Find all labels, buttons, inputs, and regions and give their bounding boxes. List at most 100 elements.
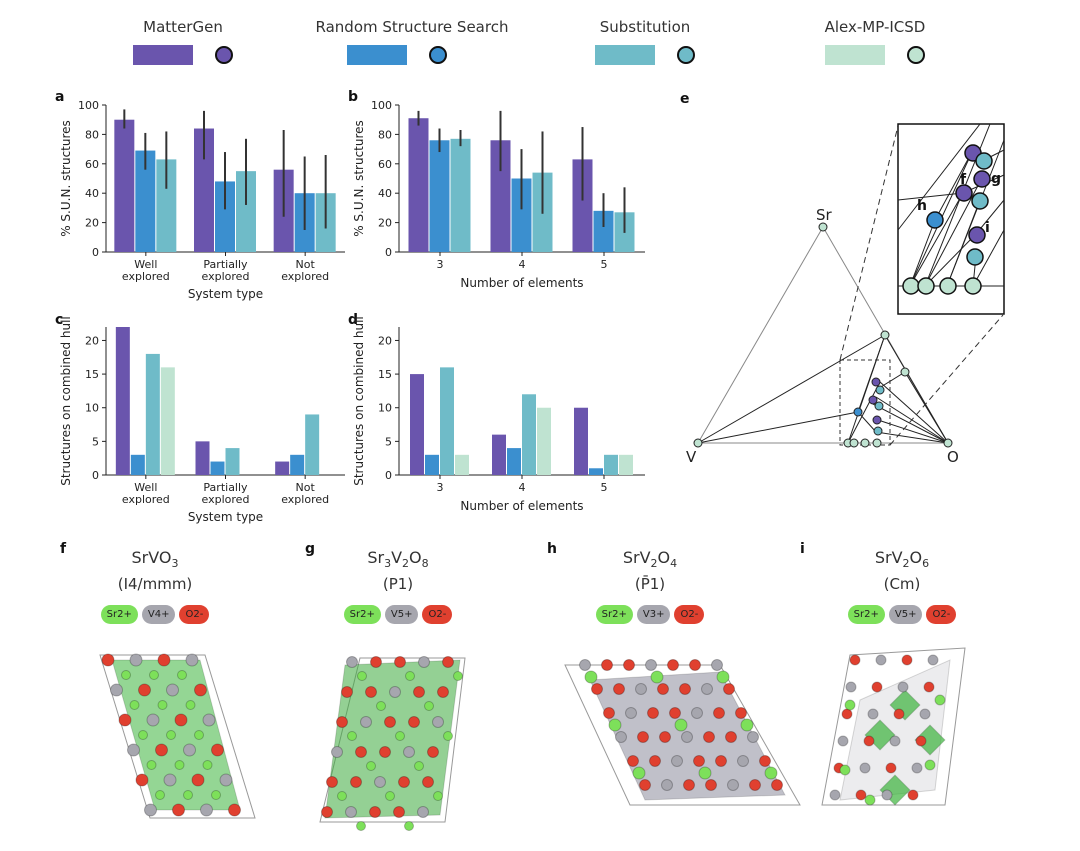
space-group: (P̄1) [634,575,666,594]
ion-legend: Sr2+ V3+ O2- [585,602,715,625]
atom [194,730,204,740]
y-tick-label: 10 [378,402,392,415]
atom [350,776,362,788]
atom [174,713,188,727]
atom [101,653,115,667]
atom [135,773,149,787]
bar-mattergen [490,140,511,252]
bar-random-structure-search [290,454,305,475]
atom [155,790,165,800]
y-tick-label: 0 [92,246,99,259]
atom [639,779,651,791]
atom [149,670,159,680]
atom [579,659,591,671]
bar-substitution [225,448,240,475]
ion-o: O2- [422,605,453,625]
atom [384,716,396,728]
phase-diagram: e S [680,91,1005,466]
atom [157,653,171,667]
x-tick-label: 4 [519,258,526,271]
atom [608,718,622,732]
atom [645,659,657,671]
atom [703,731,715,743]
atom [346,656,358,668]
atom [679,683,691,695]
atom [321,806,333,818]
atom [659,731,671,743]
atom [625,707,637,719]
legend-label: MatterGen [143,18,223,36]
inset-label-f: f [960,172,967,188]
atom [849,654,861,666]
atom [698,766,712,780]
ion-sr: Sr2+ [595,605,633,625]
structure-h-header: SrV2O4 (P̄1) Sr2+ V3+ O2- [585,548,715,625]
panel-letter-f: f [60,541,67,557]
atom [121,670,131,680]
atom [867,708,879,720]
atom [360,716,372,728]
formula: Sr3V2O8 [367,548,429,571]
atom [924,759,936,771]
atom [723,683,735,695]
legend-dot [677,45,695,64]
atom [129,700,140,710]
atom [138,730,148,740]
atom [211,743,224,757]
x-axis-label: System type [188,510,263,524]
atom [901,654,913,666]
y-tick-label: 60 [378,158,392,171]
ion-legend: Sr2+ V5+ O2- [333,602,463,625]
x-tick-label: 5 [601,258,608,271]
ion-sr: Sr2+ [343,605,381,625]
atom [331,746,343,758]
atom [417,806,429,818]
ion-v: V4+ [141,605,176,625]
atom [389,686,401,698]
atom [369,806,381,818]
y-tick-label: 5 [385,435,392,448]
panel-letter-b: b [348,89,358,105]
atom [637,731,649,743]
atom [691,707,703,719]
atom [716,670,730,684]
x-axis-label: System type [188,287,263,301]
atom [715,755,727,767]
y-tick-label: 20 [378,217,392,230]
y-tick-label: 15 [85,368,99,381]
vertex-label-sr: Sr [816,206,833,224]
legend-item-alex-mp-icsd: Alex-MP-ICSD [820,18,930,65]
y-tick-label: 0 [92,469,99,482]
bar-random-structure-search [425,454,439,475]
atom [398,776,410,788]
structure-f-header: SrVO3 (I4/mmm) Sr2+ V4+ O2- [90,548,220,625]
bar-substitution [522,394,536,475]
y-tick-label: 20 [378,334,392,347]
atom [647,707,659,719]
atom [837,735,849,747]
legend-label: Random Structure Search [315,18,509,36]
y-tick-label: 0 [385,469,392,482]
atom [615,731,627,743]
atom [584,670,598,684]
bar-substitution [604,454,618,475]
atom [885,762,897,774]
structure-i-cell [821,647,966,806]
atom [379,746,391,758]
atom [427,746,439,758]
atom [613,683,625,695]
atom [405,671,415,681]
atom [841,708,853,720]
bar-substitution [440,367,454,475]
atom [839,764,851,776]
atom [404,821,414,831]
atom [875,654,887,666]
legend-swatch [347,44,407,65]
bar-mattergen [115,327,130,475]
atom [871,681,883,693]
bar-alex-mp-icsd [537,407,551,475]
atom [155,743,168,757]
atom [674,718,688,732]
atom [326,776,338,788]
